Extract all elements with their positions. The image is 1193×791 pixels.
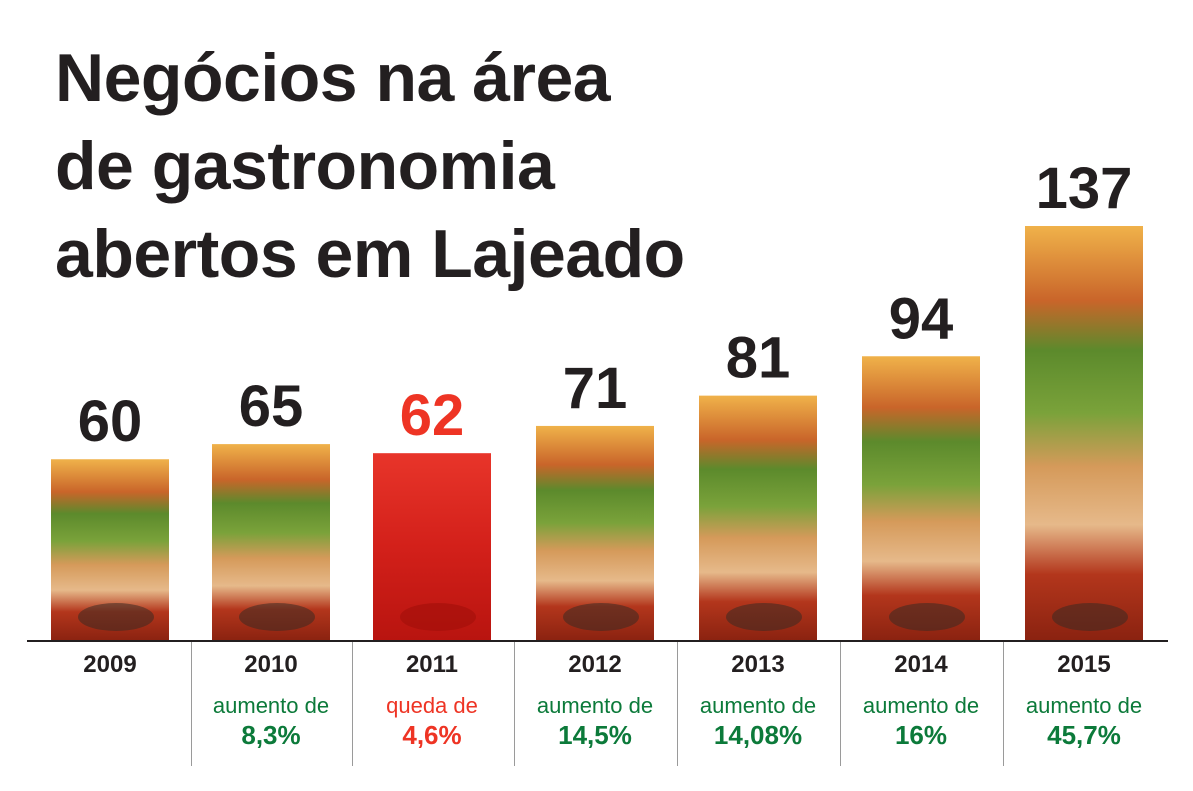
- bowl-decoration: [889, 603, 965, 631]
- x-tick-label: 2013: [731, 651, 785, 678]
- chart-title-line: de gastronomia: [55, 128, 555, 204]
- change-label: aumento de: [212, 693, 330, 718]
- chart-title-line: Negócios na área: [55, 40, 611, 116]
- value-label-2011: 62: [400, 383, 465, 448]
- value-label-2012: 71: [563, 356, 628, 421]
- chart-title-line: abertos em Lajeado: [55, 216, 685, 292]
- column-separator: [191, 642, 192, 766]
- bar-2014: [862, 356, 980, 641]
- value-label-2009: 60: [78, 389, 143, 454]
- x-tick-label: 2011: [405, 651, 459, 678]
- year-caption-2009: 2009: [35, 650, 185, 680]
- change-percent: 14,5%: [558, 720, 632, 750]
- change-label: aumento de: [862, 693, 980, 718]
- bowl-decoration: [563, 603, 639, 631]
- year-caption-2012: 2012 aumento de 14,5%: [520, 650, 670, 750]
- change-label: aumento de: [1025, 693, 1143, 718]
- bowl-decoration: [78, 603, 154, 631]
- change-label: queda de: [386, 693, 478, 718]
- year-caption-2011: 2011 queda de 4,6%: [357, 650, 507, 750]
- x-tick-label: 2012: [568, 651, 622, 678]
- bowl-decoration: [239, 603, 315, 631]
- column-separator: [352, 642, 353, 766]
- x-tick-label: 2014: [894, 651, 948, 678]
- change-percent: 16%: [894, 720, 948, 750]
- change-percent: 8,3%: [241, 720, 301, 750]
- value-label-2014: 94: [889, 286, 954, 351]
- year-caption-2010: 2010 aumento de 8,3%: [196, 650, 346, 750]
- change-percent: 14,08%: [713, 720, 803, 750]
- year-caption-2015: 2015 aumento de 45,7%: [1009, 650, 1159, 750]
- column-separator: [677, 642, 678, 766]
- column-separator: [1003, 642, 1004, 766]
- column-separator: [514, 642, 515, 766]
- bar-2013: [699, 395, 817, 641]
- change-label: aumento de: [536, 693, 654, 718]
- column-separator: [840, 642, 841, 766]
- x-tick-label: 2010: [244, 651, 298, 678]
- bowl-decoration: [1052, 603, 1128, 631]
- x-tick-label: 2009: [83, 651, 137, 678]
- change-percent: 4,6%: [402, 720, 462, 750]
- x-tick-label: 2015: [1057, 651, 1111, 678]
- value-label-2015: 137: [1036, 156, 1133, 221]
- chart-title: Negócios na área de gastronomia abertos …: [55, 34, 775, 298]
- year-caption-2013: 2013 aumento de 14,08%: [683, 650, 833, 750]
- value-label-2013: 81: [726, 326, 791, 391]
- value-label-2010: 65: [239, 374, 304, 439]
- change-percent: 45,7%: [1047, 720, 1121, 750]
- change-label: aumento de: [699, 693, 817, 718]
- year-caption-2014: 2014 aumento de 16%: [846, 650, 996, 750]
- bar-2015: [1025, 226, 1143, 641]
- bowl-decoration: [726, 603, 802, 631]
- bowl-decoration: [400, 603, 476, 631]
